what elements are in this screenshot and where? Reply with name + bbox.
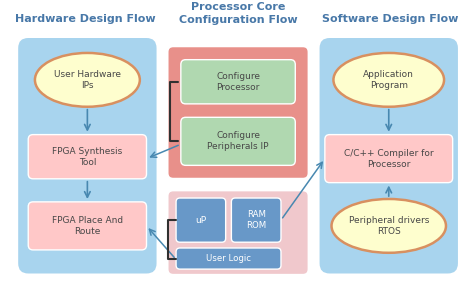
Text: Application
Program: Application Program xyxy=(363,70,414,90)
Text: C/C++ Compiler for
Processor: C/C++ Compiler for Processor xyxy=(344,149,434,169)
FancyBboxPatch shape xyxy=(231,198,281,242)
Ellipse shape xyxy=(35,53,140,107)
FancyBboxPatch shape xyxy=(181,60,295,104)
Text: Processor Core
Configuration Flow: Processor Core Configuration Flow xyxy=(179,2,297,25)
Text: Peripheral drivers
RTOS: Peripheral drivers RTOS xyxy=(348,216,429,236)
FancyBboxPatch shape xyxy=(325,135,453,183)
Text: User Hardware
IPs: User Hardware IPs xyxy=(54,70,121,90)
Text: Hardware Design Flow: Hardware Design Flow xyxy=(15,14,156,24)
Text: FPGA Place And
Route: FPGA Place And Route xyxy=(52,216,123,236)
FancyBboxPatch shape xyxy=(176,198,226,242)
Text: Configure
Peripherals IP: Configure Peripherals IP xyxy=(207,131,269,151)
Text: uP: uP xyxy=(195,216,207,225)
FancyBboxPatch shape xyxy=(318,37,459,275)
Text: Software Design Flow: Software Design Flow xyxy=(322,14,459,24)
FancyBboxPatch shape xyxy=(28,135,146,179)
FancyBboxPatch shape xyxy=(17,37,158,275)
Ellipse shape xyxy=(331,199,446,253)
FancyBboxPatch shape xyxy=(28,202,146,250)
Text: User Logic: User Logic xyxy=(206,254,251,263)
FancyBboxPatch shape xyxy=(167,46,309,179)
Ellipse shape xyxy=(333,53,444,107)
Text: Configure
Processor: Configure Processor xyxy=(216,72,260,92)
FancyBboxPatch shape xyxy=(167,190,309,275)
Text: FPGA Synthesis
Tool: FPGA Synthesis Tool xyxy=(52,147,122,167)
Text: RAM
ROM: RAM ROM xyxy=(246,210,266,230)
FancyBboxPatch shape xyxy=(176,248,281,269)
FancyBboxPatch shape xyxy=(181,117,295,165)
